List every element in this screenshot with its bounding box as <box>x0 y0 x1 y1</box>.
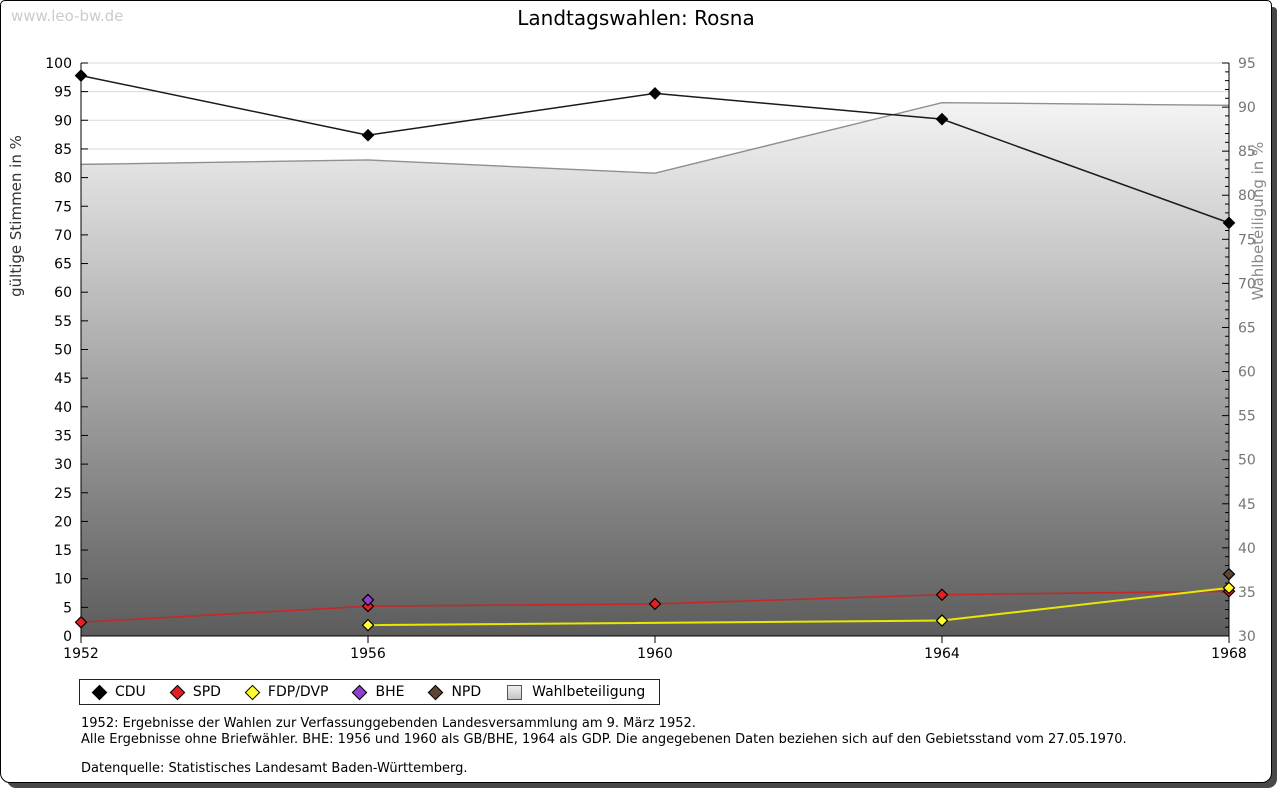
legend-label: FDP/DVP <box>267 684 329 700</box>
legend-diamond-icon <box>428 684 444 700</box>
left-tick-label: 95 <box>54 85 72 101</box>
left-tick-label: 40 <box>54 400 72 416</box>
left-tick-label: 30 <box>54 457 72 473</box>
left-tick-label: 70 <box>54 228 72 244</box>
axes <box>80 62 1230 643</box>
legend-diamond-icon <box>244 684 261 700</box>
data-point <box>361 128 375 142</box>
left-tick-label: 10 <box>54 572 72 588</box>
right-tick-label: 70 <box>1238 276 1256 292</box>
right-tick-label: 35 <box>1238 585 1256 601</box>
right-tick-label: 50 <box>1238 453 1256 469</box>
footnote-block: 1952: Ergebnisse der Wahlen zur Verfassu… <box>81 716 1271 777</box>
left-tick-label: 55 <box>54 314 72 330</box>
x-tick-label: 1964 <box>924 646 960 662</box>
left-tick-label: 65 <box>54 257 72 273</box>
left-tick-label: 0 <box>63 629 72 645</box>
left-tick-label: 15 <box>54 543 72 559</box>
data-point <box>935 588 949 602</box>
data-point <box>1222 567 1236 581</box>
data-point <box>361 593 375 607</box>
left-tick-label: 75 <box>54 199 72 215</box>
right-tick-label: 65 <box>1238 320 1256 336</box>
right-tick-label: 85 <box>1238 144 1256 160</box>
data-point <box>361 618 375 632</box>
right-tick-label: 60 <box>1238 365 1256 381</box>
left-tick-label: 80 <box>54 171 72 187</box>
chart-header: www.leo-bw.de Landtagswahlen: Rosna <box>1 1 1271 51</box>
legend-label: Wahlbeteiligung <box>532 684 646 700</box>
legend-item-CDU: CDU <box>91 684 146 700</box>
series-FDP-DVP <box>361 581 1236 632</box>
legend-diamond-icon <box>352 684 368 700</box>
series-BHE <box>361 593 375 607</box>
turnout-area <box>81 102 1229 636</box>
right-tick-label: 45 <box>1238 497 1256 513</box>
footnote-1: 1952: Ergebnisse der Wahlen zur Verfassu… <box>81 716 696 731</box>
data-point <box>1222 581 1236 595</box>
x-tick-label: 1960 <box>637 646 673 662</box>
source-note: Datenquelle: Statistisches Landesamt Bad… <box>81 761 468 776</box>
legend-item-Wahlbeteiligung: Wahlbeteiligung <box>507 684 645 700</box>
left-tick-label: 50 <box>54 343 72 359</box>
right-tick-label: 95 <box>1238 56 1256 72</box>
legend-item-NPD: NPD <box>428 684 482 700</box>
right-tick-label: 30 <box>1238 629 1256 645</box>
series-CDU <box>74 69 1236 230</box>
right-axis-title: Wahlbeteiligung in % <box>1249 142 1267 301</box>
left-tick-label: 25 <box>54 486 72 502</box>
data-point <box>935 614 949 627</box>
right-tick-label: 80 <box>1238 188 1256 204</box>
right-tick-label: 40 <box>1238 541 1256 557</box>
left-axis-title: gültige Stimmen in % <box>7 135 25 297</box>
right-tick-label: 90 <box>1238 100 1256 116</box>
page-title: Landtagswahlen: Rosna <box>517 6 755 30</box>
left-tick-label: 20 <box>54 514 72 530</box>
left-tick-label: 35 <box>54 428 72 444</box>
legend-item-SPD: SPD <box>169 684 221 700</box>
footnote-2: Alle Ergebnisse ohne Briefwähler. BHE: 1… <box>81 732 1127 747</box>
left-tick-label: 45 <box>54 371 72 387</box>
right-tick-label: 55 <box>1238 409 1256 425</box>
chart-canvas: 0 5 10 15 20 25 30 35 40 45 50 55 60 65 70 75 80 85 90 95 10… <box>7 56 1267 662</box>
x-tick-label: 1956 <box>350 646 386 662</box>
left-tick-label: 60 <box>54 285 72 301</box>
left-tick-label: 85 <box>54 142 72 158</box>
legend-label: NPD <box>451 684 482 700</box>
legend-label: SPD <box>192 684 221 700</box>
data-point <box>935 112 949 126</box>
legend-item-BHE: BHE <box>352 684 405 700</box>
left-tick-label: 100 <box>45 56 72 72</box>
left-tick-label: 5 <box>63 600 72 616</box>
left-tick-label: 90 <box>54 113 72 129</box>
data-point <box>1222 216 1236 230</box>
data-point <box>74 615 88 629</box>
legend: CDU SPD FDP/DVP BHE NPD Wahlbeteiligung <box>79 679 661 705</box>
turnout-line <box>80 101 1230 174</box>
x-tick-label: 1968 <box>1211 646 1247 662</box>
series-NPD <box>1222 567 1236 581</box>
watermark: www.leo-bw.de <box>11 7 124 25</box>
legend-label: BHE <box>375 684 405 700</box>
axis-labels: 0 5 10 15 20 25 30 35 40 45 50 55 60 65 70 75 80 85 90 95 10… <box>45 56 1256 662</box>
legend-item-FDP-DVP: FDP/DVP <box>244 684 329 700</box>
legend-diamond-icon <box>169 684 186 700</box>
right-tick-label: 75 <box>1238 232 1256 248</box>
data-point <box>648 597 662 611</box>
data-point <box>74 69 88 82</box>
data-point <box>648 87 662 100</box>
legend-diamond-icon <box>91 684 108 700</box>
x-tick-label: 1952 <box>63 646 99 662</box>
legend-label: CDU <box>115 684 146 700</box>
legend-square-icon <box>507 684 523 700</box>
